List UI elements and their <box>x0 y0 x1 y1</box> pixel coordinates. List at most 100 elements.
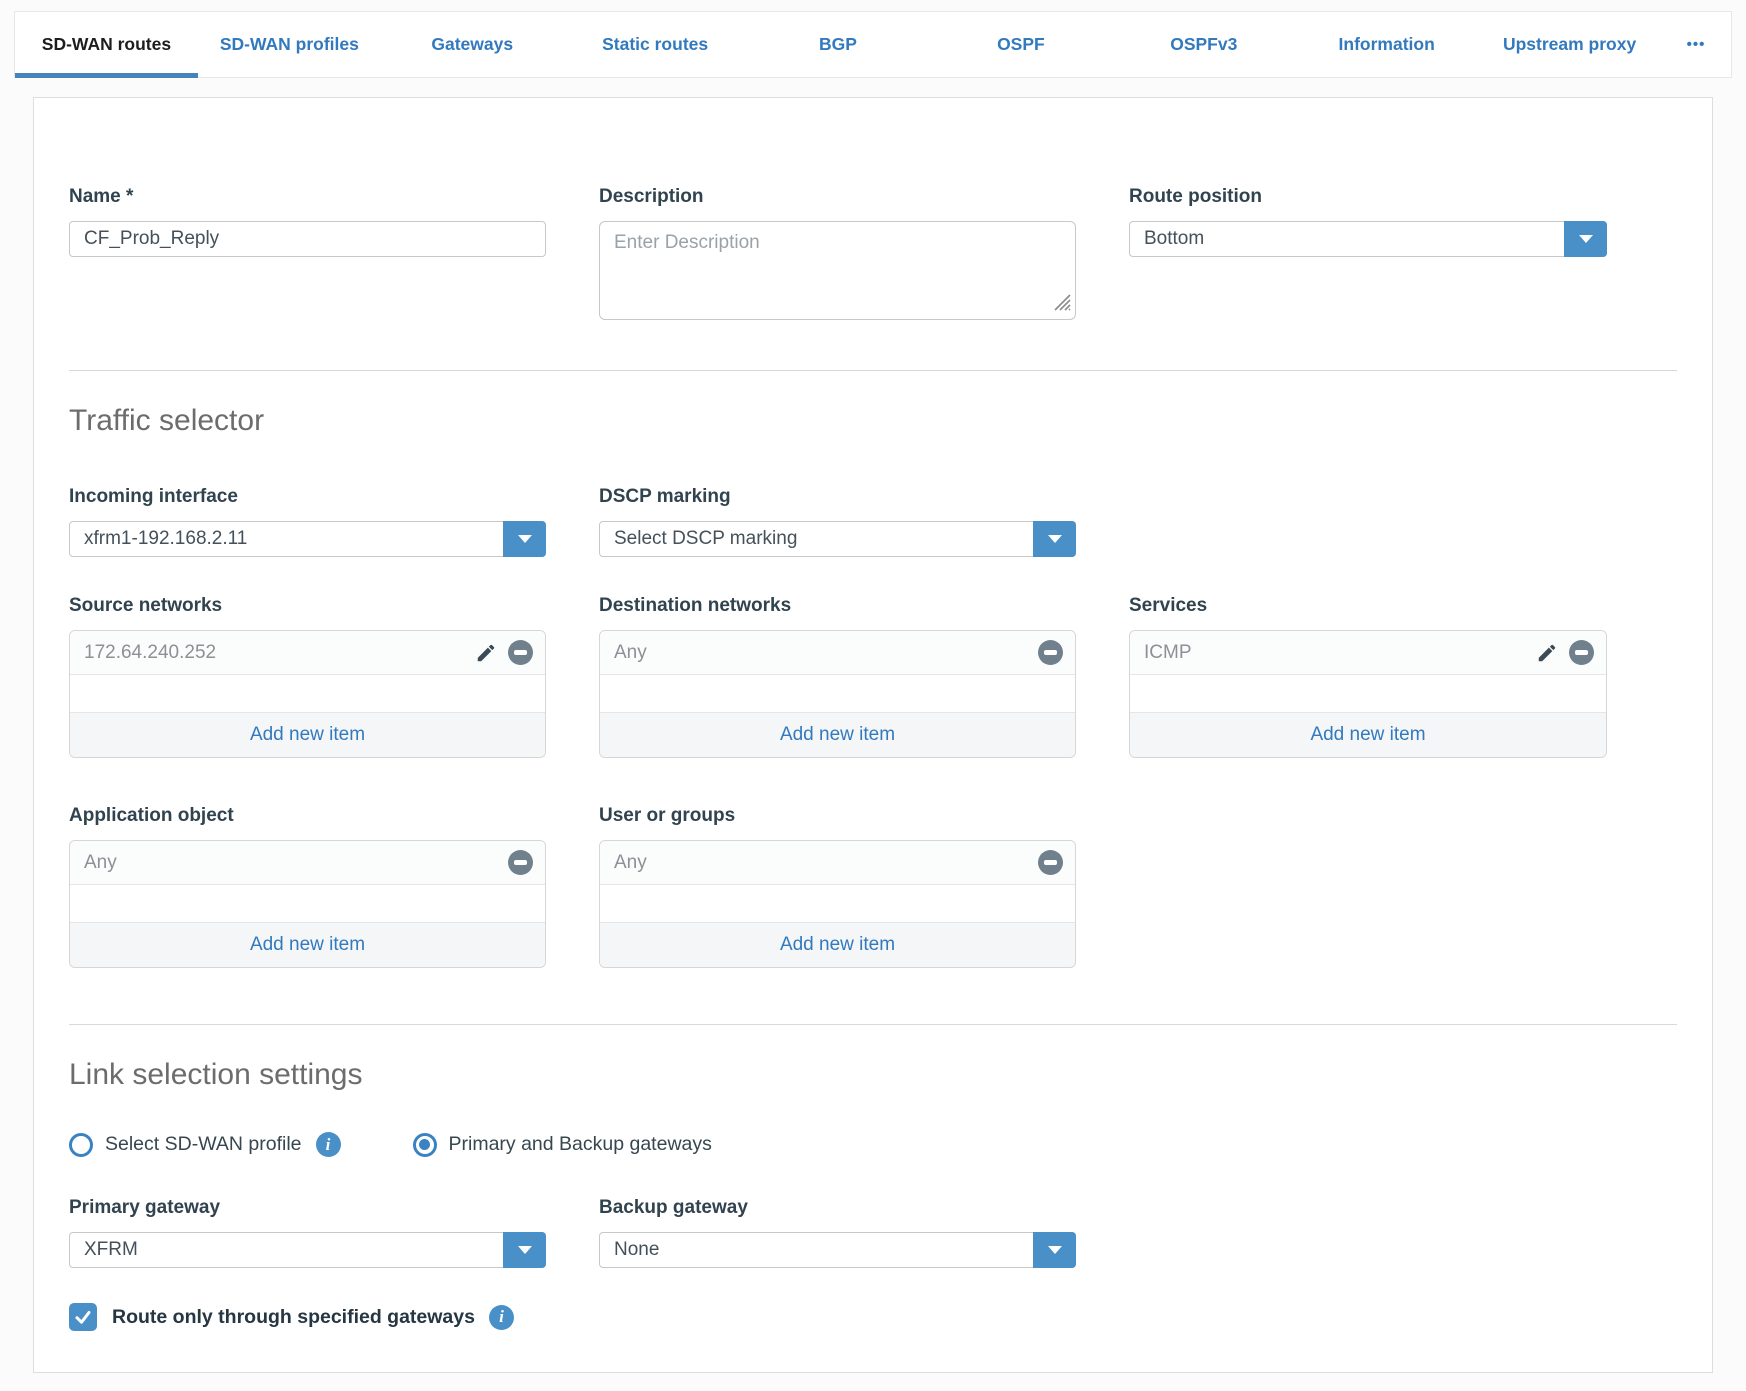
info-icon[interactable]: i <box>488 1304 514 1330</box>
route-only-label: Route only through specified gateways <box>112 1305 475 1328</box>
active-tab-underline <box>15 73 198 78</box>
source-network-item: 172.64.240.252 <box>84 641 217 663</box>
tab-label: OSPFv3 <box>1170 34 1238 54</box>
application-object-add-button[interactable]: Add new item <box>70 922 545 967</box>
route-only-checkbox-row: Route only through specified gateways i <box>69 1303 1677 1331</box>
radio-selected-icon[interactable] <box>412 1132 437 1157</box>
name-label: Name * <box>69 186 134 207</box>
destination-networks-add-button[interactable]: Add new item <box>600 712 1075 757</box>
description-textarea[interactable] <box>599 221 1076 320</box>
tab-information[interactable]: Information <box>1295 12 1478 77</box>
radio-select-sdwan-profile[interactable]: Select SD-WAN profile i <box>69 1132 341 1157</box>
application-object-label: Application object <box>69 805 234 826</box>
chevron-down-icon <box>517 1246 532 1254</box>
radio-unselected-icon[interactable] <box>69 1132 93 1157</box>
services-add-button[interactable]: Add new item <box>1130 712 1606 757</box>
user-or-groups-list: Any Add new item <box>599 840 1076 968</box>
backup-gateway-value: None <box>614 1239 660 1260</box>
tab-gateways[interactable]: Gateways <box>381 12 564 77</box>
link-selection-radio-row: Select SD-WAN profile i Primary and Back… <box>69 1132 1677 1157</box>
dscp-marking-select[interactable]: Select DSCP marking <box>599 521 1076 557</box>
sd-wan-route-form-panel: Name * Description <box>33 97 1713 1373</box>
minus-circle-icon[interactable] <box>508 640 533 665</box>
backup-gateway-label: Backup gateway <box>599 1197 748 1218</box>
chevron-down-icon <box>517 535 532 543</box>
dscp-marking-label: DSCP marking <box>599 486 731 507</box>
list-item: Any <box>600 841 1075 885</box>
tab-bar: SD-WAN routes SD-WAN profiles Gateways S… <box>14 11 1732 78</box>
incoming-interface-dropdown-button[interactable] <box>503 521 546 557</box>
networks-services-row: Source networks 172.64.240.252 Add new i… <box>69 595 1677 758</box>
radio-primary-backup-gateways[interactable]: Primary and Backup gateways <box>412 1132 712 1157</box>
list-spacer <box>70 675 545 712</box>
route-position-label: Route position <box>1129 186 1262 207</box>
primary-gateway-label: Primary gateway <box>69 1197 221 1218</box>
tab-label: Static routes <box>602 34 709 54</box>
destination-networks-group: Destination networks Any Add new item <box>599 595 1076 758</box>
ellipsis-icon: ••• <box>1686 36 1706 53</box>
tab-upstream-proxy[interactable]: Upstream proxy <box>1478 12 1661 77</box>
tab-label: BGP <box>819 34 857 54</box>
list-item: 172.64.240.252 <box>70 631 545 675</box>
chevron-down-icon <box>1047 1246 1062 1254</box>
tab-sd-wan-routes[interactable]: SD-WAN routes <box>15 12 198 78</box>
add-new-item-label: Add new item <box>779 724 896 745</box>
tab-label: Information <box>1338 34 1435 54</box>
route-only-checkbox[interactable] <box>69 1303 97 1331</box>
chevron-down-icon <box>1578 235 1593 243</box>
route-position-select[interactable]: Bottom <box>1129 221 1607 257</box>
user-or-groups-item: Any <box>614 851 647 873</box>
destination-networks-list: Any Add new item <box>599 630 1076 758</box>
pencil-icon[interactable] <box>1535 641 1559 665</box>
minus-circle-icon[interactable] <box>508 850 533 875</box>
dscp-marking-dropdown-button[interactable] <box>1033 521 1076 557</box>
list-spacer <box>1130 675 1606 712</box>
minus-bar <box>1575 650 1588 655</box>
info-icon[interactable]: i <box>315 1132 341 1157</box>
pencil-icon[interactable] <box>474 641 498 665</box>
tab-label: SD-WAN routes <box>41 34 172 54</box>
section-divider <box>69 370 1677 371</box>
source-networks-list: 172.64.240.252 Add new item <box>69 630 546 758</box>
name-input[interactable] <box>69 221 546 257</box>
tab-ospf[interactable]: OSPF <box>929 12 1112 77</box>
primary-gateway-select[interactable]: XFRM <box>69 1232 546 1268</box>
route-position-dropdown-button[interactable] <box>1564 221 1607 257</box>
add-new-item-label: Add new item <box>1310 724 1426 745</box>
source-networks-label: Source networks <box>69 595 223 616</box>
tab-ospfv3[interactable]: OSPFv3 <box>1112 12 1295 77</box>
tab-sd-wan-profiles[interactable]: SD-WAN profiles <box>198 12 381 77</box>
minus-bar <box>514 650 527 655</box>
list-spacer <box>70 885 545 922</box>
tab-label: OSPF <box>997 34 1045 54</box>
resize-handle-icon[interactable] <box>1053 293 1071 316</box>
backup-gateway-dropdown-button[interactable] <box>1033 1232 1076 1268</box>
add-new-item-label: Add new item <box>249 934 366 955</box>
dscp-marking-value: Select DSCP marking <box>614 528 798 549</box>
destination-network-item: Any <box>614 641 647 663</box>
backup-gateway-select[interactable]: None <box>599 1232 1076 1268</box>
services-list: ICMP Add new item <box>1129 630 1607 758</box>
minus-circle-icon[interactable] <box>1038 640 1063 665</box>
list-spacer <box>600 885 1075 922</box>
description-label: Description <box>599 186 704 207</box>
tab-bgp[interactable]: BGP <box>747 12 930 77</box>
tab-static-routes[interactable]: Static routes <box>564 12 747 77</box>
incoming-interface-value: xfrm1-192.168.2.11 <box>84 528 248 549</box>
list-item: Any <box>70 841 545 885</box>
primary-gateway-value: XFRM <box>84 1239 138 1260</box>
minus-bar <box>514 860 527 865</box>
primary-gateway-dropdown-button[interactable] <box>503 1232 546 1268</box>
minus-circle-icon[interactable] <box>1569 640 1594 665</box>
more-tabs-button[interactable]: ••• <box>1661 12 1731 77</box>
section-divider <box>69 1024 1677 1025</box>
incoming-interface-select[interactable]: xfrm1-192.168.2.11 <box>69 521 546 557</box>
source-networks-group: Source networks 172.64.240.252 Add new i… <box>69 595 546 758</box>
list-item: ICMP <box>1130 631 1606 675</box>
user-or-groups-add-button[interactable]: Add new item <box>600 922 1075 967</box>
minus-circle-icon[interactable] <box>1038 850 1063 875</box>
traffic-selector-selects-row: Incoming interface xfrm1-192.168.2.11 DS… <box>69 486 1677 557</box>
source-networks-add-button[interactable]: Add new item <box>70 712 545 757</box>
list-item: Any <box>600 631 1075 675</box>
user-or-groups-group: User or groups Any Add new item <box>599 805 1076 968</box>
